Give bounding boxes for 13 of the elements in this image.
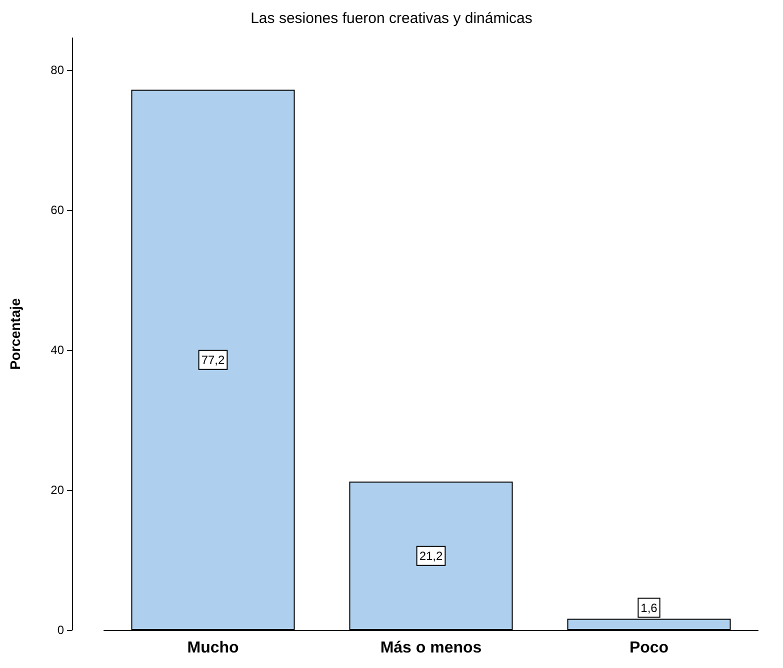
- y-axis-title: Porcentaje: [7, 298, 23, 370]
- y-tick-label: 0: [57, 623, 64, 637]
- data-label: 1,6: [640, 600, 658, 615]
- chart-title: Las sesiones fueron creativas y dinámicas: [250, 10, 532, 27]
- x-tick-label: Más o menos: [380, 640, 482, 656]
- x-tick-label: Poco: [629, 640, 669, 656]
- y-tick-label: 20: [50, 483, 64, 498]
- y-tick-label: 80: [50, 63, 64, 78]
- data-label: 21,2: [419, 548, 443, 563]
- y-tick-label: 40: [50, 343, 64, 358]
- y-tick-label: 60: [50, 203, 64, 218]
- x-tick-label: Mucho: [187, 640, 239, 656]
- data-label: 77,2: [201, 352, 225, 367]
